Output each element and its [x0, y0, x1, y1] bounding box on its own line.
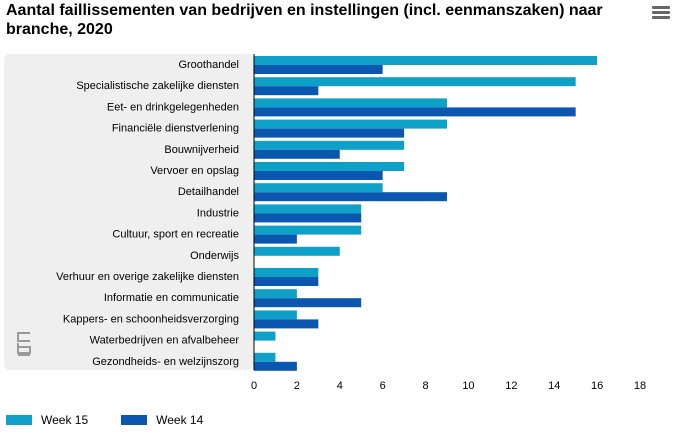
bar-week15[interactable] [254, 246, 340, 256]
bar-week14[interactable] [254, 128, 405, 138]
bar-week14[interactable] [254, 107, 576, 117]
bar-week15[interactable] [254, 183, 383, 193]
bar-week14[interactable] [254, 171, 383, 180]
bar-week15[interactable] [254, 331, 276, 341]
bar-week14[interactable] [254, 86, 319, 96]
category-label: Detailhandel [178, 186, 239, 198]
cbs-logo-icon [17, 332, 31, 356]
x-tick-label: 0 [251, 380, 257, 392]
x-tick-label: 18 [634, 380, 646, 392]
x-tick-label: 10 [462, 380, 474, 392]
chart-title: Aantal faillissementen van bedrijven en … [6, 2, 603, 38]
category-label: Verhuur en overige zakelijke diensten [56, 271, 239, 283]
category-label: Vervoer en opslag [150, 165, 239, 177]
bar-week15[interactable] [254, 56, 598, 65]
legend-item-week15[interactable]: Week 15 [6, 413, 88, 427]
category-label: Specialistische zakelijke diensten [76, 80, 239, 92]
category-label: Gezondheids- en welzijnszorg [92, 356, 239, 368]
category-label: Bouwnijverheid [164, 144, 239, 156]
bar-week15[interactable] [254, 140, 405, 150]
bar-week15[interactable] [254, 310, 297, 320]
bar-week14[interactable] [254, 298, 362, 308]
legend-item-week14[interactable]: Week 14 [121, 413, 203, 427]
bar-week14[interactable] [254, 149, 340, 159]
legend-swatch-week14 [121, 415, 148, 425]
legend-label-week15: Week 15 [41, 413, 89, 427]
hamburger-menu-icon[interactable] [652, 6, 670, 22]
bar-week14[interactable] [254, 361, 297, 371]
bar-week14[interactable] [254, 213, 362, 223]
category-label: Industrie [197, 207, 239, 219]
legend-swatch-week15 [6, 415, 32, 425]
category-label: Waterbedrijven en afvalbeheer [90, 335, 240, 347]
category-label: Informatie en communicatie [104, 292, 239, 304]
bar-week14[interactable] [254, 277, 319, 286]
bar-week14[interactable] [254, 65, 383, 74]
x-tick-label: 4 [337, 380, 343, 392]
bar-week15[interactable] [254, 352, 276, 362]
x-tick-label: 2 [294, 380, 300, 392]
bar-week15[interactable] [254, 77, 576, 87]
bar-week15[interactable] [254, 289, 297, 299]
legend-label-week14: Week 14 [156, 413, 204, 427]
x-tick-label: 14 [548, 380, 560, 392]
bar-week14[interactable] [254, 319, 319, 329]
x-tick-label: 8 [422, 380, 428, 392]
bar-week15[interactable] [254, 268, 319, 277]
legend: Week 15 Week 14 [6, 413, 203, 427]
plot-band [4, 54, 254, 370]
bar-week15[interactable] [254, 162, 405, 171]
bar-week15[interactable] [254, 204, 362, 214]
bar-week15[interactable] [254, 225, 362, 235]
bar-week15[interactable] [254, 98, 447, 108]
category-label: Financiële dienstverlening [112, 123, 239, 135]
category-label: Groothandel [178, 59, 239, 71]
category-label: Onderwijs [190, 250, 239, 262]
bar-week14[interactable] [254, 234, 297, 244]
category-label: Kappers- en schoonheidsverzorging [63, 313, 239, 325]
x-tick-label: 6 [380, 380, 386, 392]
bar-week15[interactable] [254, 119, 447, 129]
x-tick-label: 16 [591, 380, 603, 392]
category-label: Cultuur, sport en recreatie [112, 229, 239, 241]
category-label: Eet- en drinkgelegenheden [107, 101, 239, 113]
bar-week14[interactable] [254, 192, 447, 202]
x-tick-label: 12 [505, 380, 517, 392]
